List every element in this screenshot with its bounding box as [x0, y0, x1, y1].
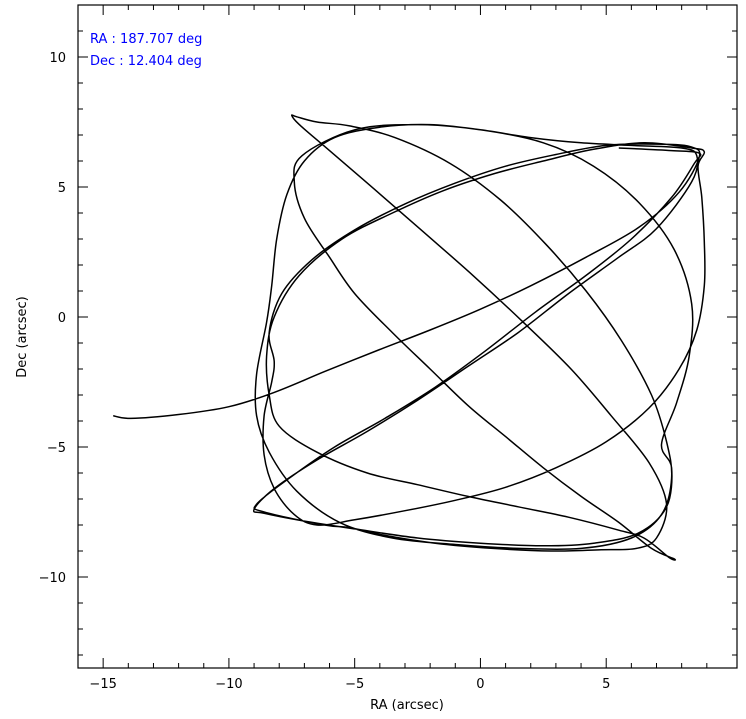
y-axis-ticks: 10 5 0 −5 −10 — [39, 4, 737, 656]
dec-annotation: Dec : 12.404 deg — [90, 54, 202, 69]
y-axis-label: Dec (arcsec) — [15, 296, 30, 378]
y-tick-label: 5 — [58, 181, 66, 196]
x-axis-ticks: −15 −10 −5 0 5 — [77, 5, 708, 692]
x-tick-label: 5 — [602, 677, 610, 692]
x-tick-label: −5 — [345, 677, 364, 692]
trajectory-line — [113, 114, 706, 561]
trajectory-series — [113, 114, 706, 561]
ra-annotation: RA : 187.707 deg — [90, 32, 202, 47]
y-tick-label: 0 — [58, 311, 66, 326]
plot-frame — [77, 4, 738, 669]
y-tick-label: −10 — [39, 571, 66, 586]
x-axis-label: RA (arcsec) — [370, 698, 444, 713]
x-tick-label: −15 — [89, 677, 116, 692]
y-tick-label: 10 — [49, 51, 66, 66]
x-tick-label: 0 — [476, 677, 484, 692]
y-tick-label: −5 — [47, 441, 66, 456]
x-tick-label: −10 — [215, 677, 242, 692]
